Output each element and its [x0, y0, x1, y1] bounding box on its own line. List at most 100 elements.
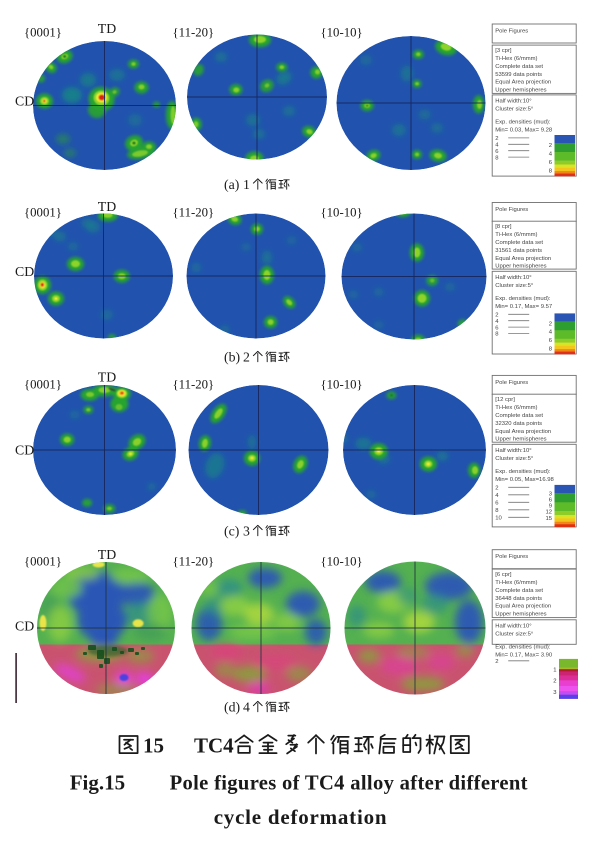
svg-text:CD: CD: [15, 619, 34, 634]
svg-text:2: 2: [495, 659, 498, 665]
svg-text:Complete data set: Complete data set: [495, 413, 543, 419]
svg-text:{11-20}: {11-20}: [173, 555, 215, 569]
svg-text:2: 2: [495, 136, 498, 142]
svg-text:Upper hemispheres: Upper hemispheres: [495, 264, 546, 270]
svg-text:6: 6: [549, 160, 553, 166]
svg-text:8: 8: [549, 169, 553, 175]
svg-text:{11-20}: {11-20}: [173, 206, 215, 220]
svg-text:[8 cpr]: [8 cpr]: [495, 224, 512, 230]
svg-text:{0001}: {0001}: [24, 26, 62, 40]
svg-text:31561 data points: 31561 data points: [495, 248, 542, 254]
svg-text:TD: TD: [98, 21, 116, 36]
svg-text:TD: TD: [98, 370, 116, 385]
svg-text:Ti-Hex (6/mmm): Ti-Hex (6/mmm): [495, 56, 537, 62]
svg-text:{10-10}: {10-10}: [321, 26, 363, 40]
svg-text:[6 cpr]: [6 cpr]: [495, 572, 512, 578]
svg-text:36448 data points: 36448 data points: [495, 596, 542, 602]
svg-text:2: 2: [553, 679, 556, 685]
svg-text:3: 3: [243, 524, 250, 539]
svg-text:{0001}: {0001}: [24, 206, 62, 220]
svg-text:2: 2: [243, 350, 250, 365]
svg-text:Equal Area projection: Equal Area projection: [495, 256, 551, 262]
svg-text:Cluster size:5°: Cluster size:5°: [495, 283, 533, 289]
svg-text:Half width:10°: Half width:10°: [495, 98, 531, 104]
svg-text:Half width:10°: Half width:10°: [495, 275, 531, 281]
svg-text:(b): (b): [224, 350, 240, 366]
svg-text:[3 cpr]: [3 cpr]: [495, 48, 512, 54]
svg-text:Exp. densities (mud):: Exp. densities (mud):: [495, 469, 551, 475]
svg-text:Equal Area projection: Equal Area projection: [495, 429, 551, 435]
svg-text:CD: CD: [15, 94, 34, 109]
svg-text:Equal Area projection: Equal Area projection: [495, 80, 551, 86]
svg-text:9: 9: [549, 504, 552, 510]
svg-text:{0001}: {0001}: [24, 555, 62, 569]
svg-text:Ti-Hex (6/mmm): Ti-Hex (6/mmm): [495, 405, 537, 411]
svg-text:53599 data points: 53599 data points: [495, 72, 542, 78]
svg-text:{11-20}: {11-20}: [173, 378, 215, 392]
svg-text:Complete data set: Complete data set: [495, 64, 543, 70]
svg-text:Fig.15: Fig.15: [70, 771, 125, 795]
svg-text:4: 4: [549, 152, 553, 158]
svg-text:Upper hemispheres: Upper hemispheres: [495, 88, 546, 94]
svg-text:3: 3: [549, 491, 553, 497]
svg-text:6: 6: [495, 149, 499, 155]
svg-text:10: 10: [495, 516, 502, 522]
svg-text:8: 8: [495, 332, 499, 338]
svg-text:{0001}: {0001}: [24, 378, 62, 392]
svg-text:4: 4: [495, 319, 499, 325]
svg-text:(c): (c): [224, 524, 239, 540]
svg-text:[12 cpr]: [12 cpr]: [495, 397, 515, 403]
svg-text:cycle deformation: cycle deformation: [214, 805, 388, 829]
svg-text:6: 6: [549, 338, 553, 344]
svg-text:6: 6: [495, 325, 499, 331]
svg-text:32320 data points: 32320 data points: [495, 421, 542, 427]
svg-text:Pole Figures: Pole Figures: [495, 207, 528, 213]
svg-text:Pole Figures: Pole Figures: [495, 554, 528, 560]
svg-text:Exp. densities (mud):: Exp. densities (mud):: [495, 119, 551, 125]
svg-text:{10-10}: {10-10}: [321, 206, 363, 220]
svg-text:Min= 0.05, Max=16.98: Min= 0.05, Max=16.98: [495, 477, 554, 483]
svg-text:6: 6: [549, 497, 553, 503]
svg-text:Min= 0.03, Max= 9.28: Min= 0.03, Max= 9.28: [495, 127, 553, 133]
svg-text:Min= 0.17, Max= 9.57: Min= 0.17, Max= 9.57: [495, 304, 552, 310]
svg-text:Cluster size:5°: Cluster size:5°: [495, 631, 533, 637]
svg-text:Upper hemispheres: Upper hemispheres: [495, 437, 546, 443]
svg-text:4: 4: [243, 700, 250, 715]
svg-text:8: 8: [495, 155, 499, 161]
svg-text:CD: CD: [15, 443, 34, 458]
svg-text:15: 15: [545, 516, 552, 522]
svg-text:4: 4: [495, 143, 499, 149]
svg-text:3: 3: [553, 690, 557, 696]
svg-text:Ti-Hex (6/mmm): Ti-Hex (6/mmm): [495, 232, 537, 238]
svg-text:Cluster size:5°: Cluster size:5°: [495, 456, 533, 462]
svg-text:Exp. densities (mud):: Exp. densities (mud):: [495, 644, 551, 650]
svg-text:Pole Figures: Pole Figures: [495, 29, 528, 35]
svg-text:CD: CD: [15, 264, 34, 279]
svg-text:{11-20}: {11-20}: [173, 26, 215, 40]
svg-text:1: 1: [243, 177, 250, 192]
svg-text:TC4: TC4: [194, 734, 234, 758]
svg-text:Equal Area projection: Equal Area projection: [495, 604, 551, 610]
svg-text:2: 2: [549, 143, 552, 149]
svg-text:(d): (d): [224, 700, 240, 716]
svg-text:{10-10}: {10-10}: [321, 378, 363, 392]
svg-text:Pole figures of TC4 alloy afte: Pole figures of TC4 alloy after differen…: [170, 773, 528, 795]
svg-text:{10-10}: {10-10}: [321, 555, 363, 569]
svg-text:Half width:10°: Half width:10°: [495, 623, 531, 629]
svg-text:8: 8: [549, 347, 553, 353]
svg-text:TD: TD: [98, 547, 116, 562]
svg-text:Complete data set: Complete data set: [495, 588, 543, 594]
svg-text:Ti-Hex (6/mmm): Ti-Hex (6/mmm): [495, 580, 537, 586]
svg-text:4: 4: [549, 330, 553, 336]
svg-text:4: 4: [495, 493, 499, 499]
svg-text:Min= 0.17, Max= 3.90: Min= 0.17, Max= 3.90: [495, 652, 553, 658]
svg-text:6: 6: [495, 501, 499, 507]
svg-text:Cluster size:5°: Cluster size:5°: [495, 106, 533, 112]
svg-text:Pole Figures: Pole Figures: [495, 380, 528, 386]
svg-text:Upper hemispheres: Upper hemispheres: [495, 612, 546, 618]
svg-text:Complete data set: Complete data set: [495, 240, 543, 246]
svg-text:2: 2: [549, 321, 552, 327]
svg-text:2: 2: [495, 313, 498, 319]
svg-text:8: 8: [495, 508, 499, 514]
svg-text:15: 15: [143, 734, 164, 758]
